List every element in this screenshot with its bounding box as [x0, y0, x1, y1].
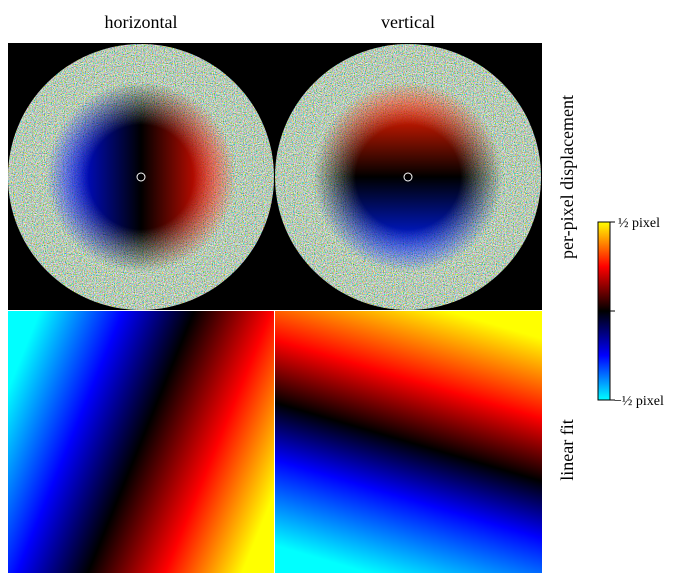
fit-vertical — [275, 311, 542, 573]
column-title: horizontal — [105, 12, 178, 32]
displacement-vertical — [275, 44, 541, 310]
colorbar-label: −½ pixel — [614, 394, 664, 409]
row-label: linear fit — [557, 419, 577, 480]
colorbar — [597, 221, 611, 401]
displacement-horizontal — [8, 44, 274, 310]
column-title: vertical — [381, 12, 435, 32]
fit-horizontal — [8, 311, 274, 573]
row-label: per-pixel displacement — [557, 95, 577, 259]
colorbar-label: ½ pixel — [618, 216, 660, 231]
